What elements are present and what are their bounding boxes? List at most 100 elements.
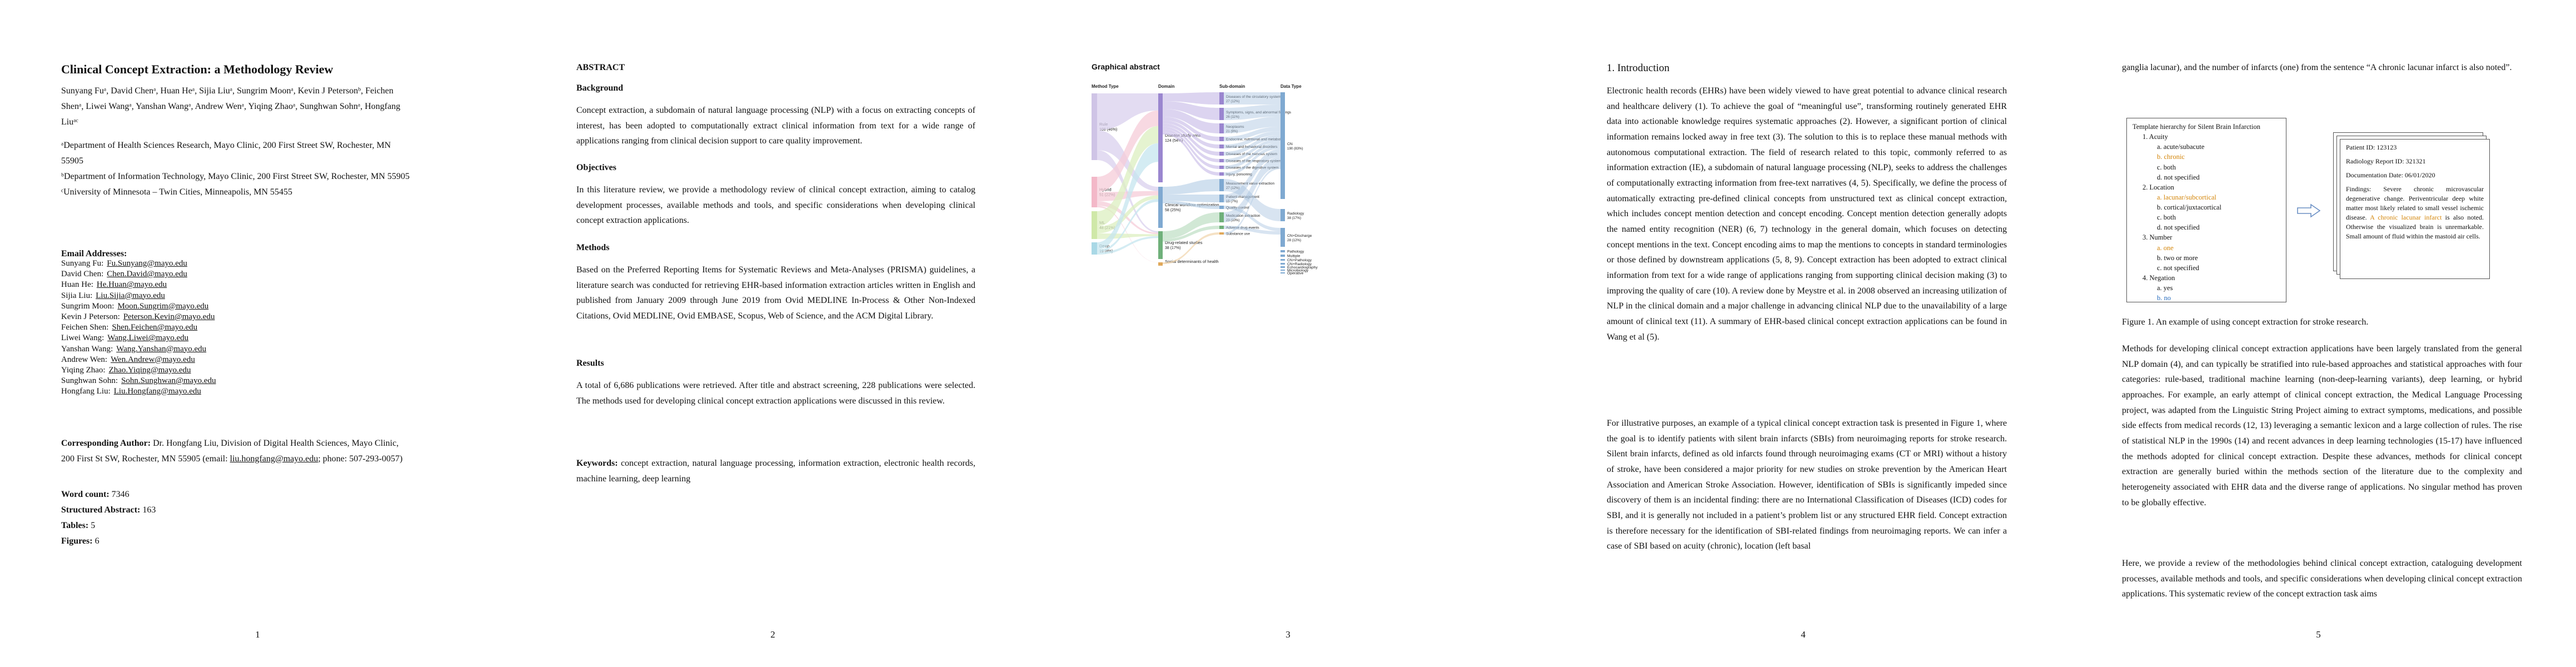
authors-line-1: Sunyang Fuᵃ, David Chenᵃ, Huan Heᵃ, Siji…: [61, 86, 393, 96]
radiology-report-card: Patient ID: 123123 Radiology Report ID: …: [2340, 139, 2490, 279]
email-row: Feichen Shen: Shen.Feichen@mayo.edu: [61, 322, 339, 333]
page-1: Clinical Concept Extraction: a Methodolo…: [0, 0, 515, 667]
subdomain-node-count: 27 (12%): [1226, 100, 1239, 103]
keywords: Keywords: concept extraction, natural la…: [576, 456, 975, 486]
subdomain-node: [1219, 232, 1224, 235]
datatype-node: [1280, 270, 1285, 271]
email-row: Liwei Wang: Wang.Liwei@mayo.edu: [61, 333, 339, 344]
email-row: Sungrim Moon: Moon.Sungrim@mayo.edu: [61, 301, 339, 312]
domain-subdomain-flow: [1163, 109, 1219, 133]
datatype-node-label: Echocardiography: [1287, 266, 1318, 270]
domain-node-label: Social determinants of health: [1165, 259, 1219, 264]
email-link[interactable]: Chen.David@mayo.edu: [107, 270, 187, 279]
email-link[interactable]: Peterson.Kevin@mayo.edu: [123, 312, 215, 321]
datatype-node: [1280, 272, 1285, 273]
email-link[interactable]: Zhao.Yiqing@mayo.edu: [108, 365, 191, 375]
email-heading: Email Addresses:: [61, 249, 127, 258]
subdomain-node: [1219, 172, 1224, 176]
method-domain-flow: [1097, 93, 1158, 130]
email-row: Andrew Wen: Wen.Andrew@mayo.edu: [61, 355, 339, 365]
email-link[interactable]: Wen.Andrew@mayo.edu: [111, 355, 195, 364]
template-acuity-b: b. chronic: [2157, 153, 2185, 161]
corr-email-link[interactable]: liu.hongfang@mayo.edu: [230, 454, 318, 464]
template-acuity-d: d. not specified: [2157, 173, 2200, 181]
section-heading-introduction: 1. Introduction: [1607, 62, 1670, 74]
subdomain-node: [1219, 166, 1224, 169]
email-link[interactable]: He.Huan@mayo.edu: [96, 280, 167, 290]
email-row: Yiqing Zhao: Zhao.Yiqing@mayo.edu: [61, 365, 339, 376]
continued-paragraph: ganglia lacunar), and the number of infa…: [2122, 63, 2512, 72]
method-node-count: 108 (46%): [1099, 128, 1117, 132]
email-row: Kevin J Peterson: Peterson.Kevin@mayo.edu: [61, 312, 339, 322]
template-location-d: d. not specified: [2157, 223, 2200, 232]
page-3: Graphical abstract Method Type Domain Sub-…: [1030, 0, 1546, 667]
email-link[interactable]: Sohn.Sunghwan@mayo.edu: [121, 376, 216, 386]
objectives-heading: Objectives: [576, 163, 616, 172]
subdomain-node: [1219, 159, 1224, 162]
subdomain-node-label: Diseases of the digestive system: [1226, 166, 1279, 170]
author-list: Sunyang Fuᵃ, David Chenᵃ, Huan Heᵃ, Siji…: [61, 83, 467, 130]
email-link[interactable]: Liu.Sijia@mayo.edu: [96, 291, 165, 300]
method-node: [1092, 211, 1097, 239]
subdomain-node: [1219, 152, 1224, 156]
template-acuity-a: a. acute/subacute: [2157, 143, 2205, 151]
email-author-name: Yanshan Wang:: [61, 344, 113, 354]
results-text: A total of 6,686 publications were retri…: [576, 381, 975, 406]
subdomain-datatype-flow: [1224, 127, 1280, 141]
corresponding-author: Corresponding Author: Dr. Hongfang Liu, …: [61, 436, 461, 467]
tables-label: Tables:: [61, 521, 89, 530]
method-domain-flow: [1097, 201, 1158, 235]
subdomain-node-label: Diseases of the circulatory system: [1226, 95, 1281, 99]
subdomain-datatype-flow: [1224, 92, 1280, 104]
template-number: 3. Number: [2142, 233, 2173, 242]
template-location-a: a. lacunar/subcortical: [2157, 193, 2216, 201]
corr-text-1: Dr. Hongfang Liu, Division of Digital He…: [151, 439, 399, 448]
report-stack: Patient ID: 123123 Radiology Report ID: …: [2333, 132, 2494, 281]
domain-node: [1158, 231, 1163, 259]
template-acuity-c: c. both: [2157, 163, 2176, 171]
affiliation-a: ᵃDepartment of Health Sciences Research,…: [61, 141, 391, 150]
domain-subdomain-flow: [1163, 132, 1219, 176]
datatype-node-label: CN+Pathology: [1287, 258, 1312, 262]
datatype-node: [1280, 228, 1285, 247]
subdomain-node-label: Diseases of the respiratory system: [1226, 160, 1282, 163]
affiliations: ᵃDepartment of Health Sciences Research,…: [61, 138, 472, 200]
subdomain-node-label: Substance use: [1226, 232, 1250, 236]
datatype-node: [1280, 263, 1285, 265]
method-node-count: 19 (8%): [1099, 250, 1113, 253]
page-number: 3: [1285, 629, 1291, 640]
figure-1-caption: Figure 1. An example of using concept ex…: [2122, 317, 2369, 327]
subdomain-datatype-flow: [1224, 131, 1280, 148]
subdomain-node-count: 27 (12%): [1226, 187, 1239, 190]
datatype-node-label: Multiple: [1287, 255, 1301, 258]
domain-node: [1158, 262, 1163, 266]
email-link[interactable]: Fu.Sunyang@mayo.edu: [107, 259, 187, 268]
datatype-node: [1280, 259, 1285, 261]
email-author-name: Kevin J Peterson:: [61, 312, 120, 321]
subdomain-datatype-flow: [1224, 226, 1280, 235]
page-2: ABSTRACT Background Concept extraction, …: [515, 0, 1030, 667]
method-node: [1092, 177, 1097, 207]
subdomain-node: [1219, 145, 1224, 148]
page-5: ganglia lacunar), and the number of infa…: [2061, 0, 2576, 667]
datatype-node: [1280, 92, 1285, 199]
email-link[interactable]: Shen.Feichen@mayo.edu: [112, 323, 198, 332]
email-link[interactable]: Liu.Hongfang@mayo.edu: [113, 387, 201, 396]
subdomain-node: [1219, 123, 1224, 133]
email-link[interactable]: Wang.Yanshan@mayo.edu: [116, 344, 207, 354]
email-author-name: David Chen:: [61, 270, 104, 279]
graphical-abstract-heading: Graphical abstract: [1092, 62, 1160, 71]
subdomain-datatype-flow: [1224, 149, 1280, 202]
abstract-heading: ABSTRACT: [576, 63, 625, 72]
authors-line-2: Shenᵃ, Liwei Wangᵃ, Yanshan Wangᵃ, Andre…: [61, 102, 401, 111]
email-author-name: Liwei Wang:: [61, 334, 104, 343]
email-link[interactable]: Moon.Sungrim@mayo.edu: [117, 301, 209, 311]
email-link[interactable]: Wang.Liwei@mayo.edu: [107, 334, 189, 343]
page-number: 5: [2316, 629, 2321, 640]
email-row: David Chen: Chen.David@mayo.edu: [61, 269, 339, 280]
email-author-name: Sunghwan Sohn:: [61, 376, 118, 386]
abstract-count-label: Structured Abstract:: [61, 505, 141, 515]
subdomain-node-label: Neoplasms: [1226, 125, 1244, 129]
domain-node-count: 38 (17%): [1165, 246, 1180, 250]
word-count-label: Word count:: [61, 490, 109, 499]
